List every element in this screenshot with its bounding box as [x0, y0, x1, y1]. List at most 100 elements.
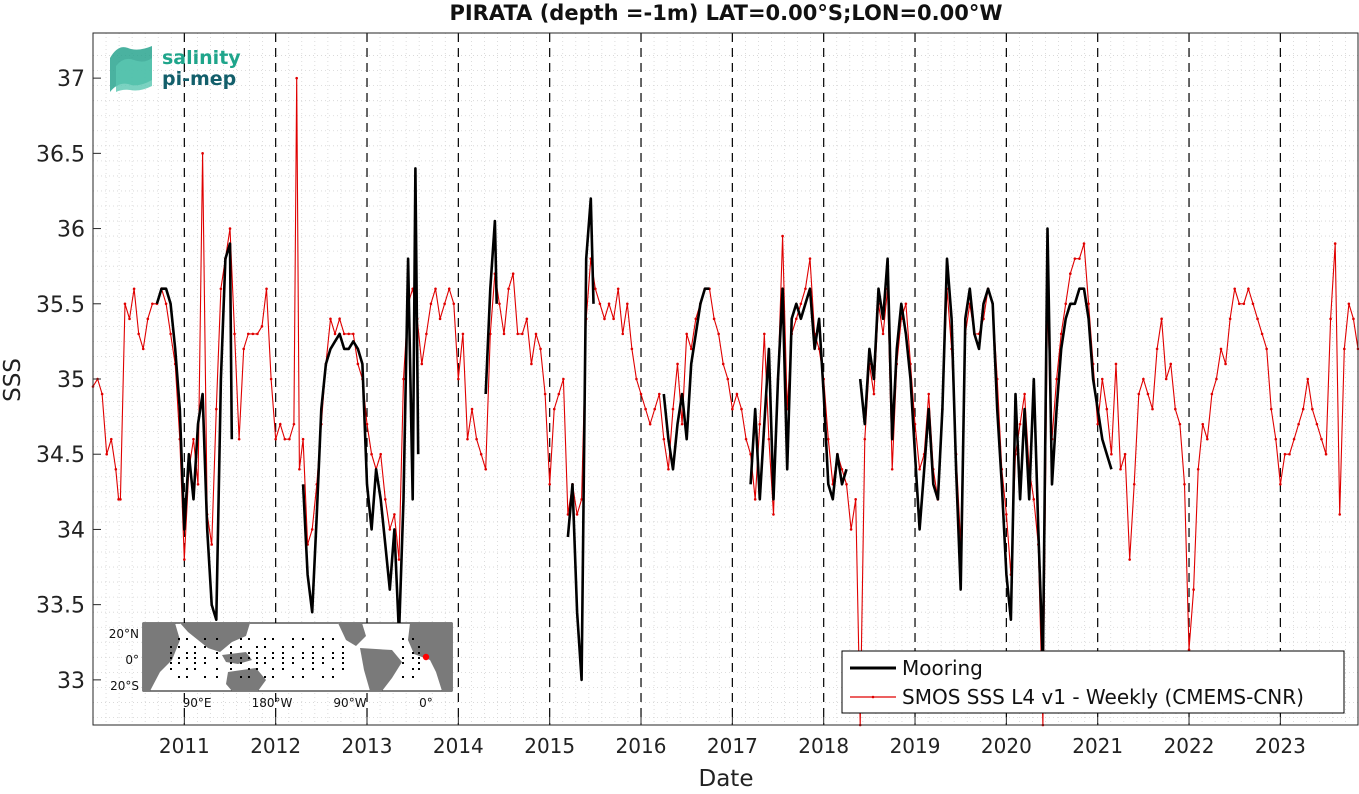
inset-lon-label-90e: 90°E: [183, 696, 212, 710]
smos-data-point: [717, 332, 720, 336]
smos-data-point: [1215, 377, 1218, 381]
smos-data-point: [1242, 302, 1246, 306]
smos-data-point: [1347, 302, 1351, 306]
smos-data-point: [598, 302, 602, 306]
smos-data-point: [1100, 377, 1104, 381]
smos-data-point: [1288, 452, 1291, 456]
smos-data-point: [114, 467, 118, 471]
inset-mooring-dot: [240, 662, 242, 664]
smos-data-point: [265, 287, 268, 291]
smos-data-point: [1306, 377, 1310, 381]
inset-mooring-dot: [412, 657, 414, 659]
inset-map-south-america: [360, 648, 402, 691]
smos-data-point: [233, 332, 236, 336]
smos-data-point: [1315, 422, 1319, 426]
smos-data-point: [689, 347, 693, 351]
smos-data-point: [164, 302, 168, 306]
x-tick-label: 2016: [616, 734, 667, 758]
smos-data-point: [1151, 407, 1154, 411]
inset-lat-label-0: 0°: [125, 653, 139, 667]
smos-data-point: [489, 332, 492, 336]
mooring-series-segment: [749, 287, 848, 501]
inset-mooring-dot: [230, 652, 232, 654]
inset-mooring-dot: [186, 676, 188, 678]
smos-data-point: [397, 558, 401, 561]
x-tick-label: 2018: [798, 734, 849, 758]
mooring-series-segment: [566, 197, 595, 682]
inset-mooring-dot: [332, 668, 334, 670]
smos-data-point: [1352, 317, 1355, 321]
smos-data-point: [219, 287, 223, 291]
smos-data-point: [758, 422, 762, 426]
smos-data-point: [721, 362, 725, 366]
smos-data-point: [242, 347, 246, 351]
inset-map-australia: [226, 668, 266, 691]
smos-data-point: [1247, 287, 1250, 291]
mooring-series-segment: [301, 167, 420, 637]
smos-data-point: [863, 437, 867, 441]
inset-lon-label-0: 0°: [419, 696, 433, 710]
smos-data-point: [1269, 407, 1273, 411]
inset-mooring-dot: [418, 652, 420, 654]
inset-mooring-dot: [264, 638, 266, 640]
smos-data-point: [237, 437, 241, 441]
inset-mooring-dot: [332, 652, 334, 654]
inset-mooring-dot: [170, 657, 172, 659]
smos-data-point: [667, 467, 670, 471]
smos-data-point: [425, 332, 428, 336]
smos-data-point: [438, 317, 442, 321]
smos-data-point: [1146, 392, 1150, 396]
smos-data-point: [215, 407, 218, 411]
inset-mooring-dot: [256, 646, 258, 648]
smos-data-point: [1059, 332, 1063, 336]
smos-data-point: [383, 498, 387, 501]
inset-mooring-dot: [178, 646, 180, 648]
smos-data-point: [635, 377, 638, 381]
smos-data-point: [1265, 347, 1268, 351]
inset-mooring-dot: [186, 657, 188, 659]
smos-data-point: [146, 317, 150, 321]
smos-data-point: [420, 362, 424, 366]
inset-map-asia: [180, 623, 250, 652]
smos-data-point: [1324, 452, 1328, 456]
inset-mooring-dot: [312, 668, 314, 670]
inset-mooring-dot: [256, 652, 258, 654]
smos-data-point: [662, 437, 666, 441]
y-tick-label: 37: [57, 67, 85, 92]
smos-data-point: [525, 317, 529, 321]
smos-data-point: [849, 528, 853, 531]
smos-data-point: [772, 513, 775, 516]
inset-map-selected-location: [422, 653, 430, 661]
inset-mooring-dot: [256, 662, 258, 664]
inset-mooring-dot: [272, 652, 274, 654]
smos-data-point: [1219, 347, 1223, 351]
smos-data-point: [1110, 452, 1113, 456]
smos-data-point: [347, 332, 351, 336]
smos-data-point: [648, 422, 652, 426]
y-tick-label: 33: [57, 669, 85, 694]
inset-mooring-dot: [292, 638, 294, 640]
smos-data-point: [735, 392, 739, 396]
inset-mooring-dot: [282, 662, 284, 664]
y-tick-label: 33.5: [36, 594, 85, 619]
smos-data-point: [295, 76, 298, 80]
smos-data-point: [694, 317, 698, 321]
smos-data-point: [443, 302, 446, 306]
smos-data-point: [534, 332, 538, 336]
inset-lat-label-20n: 20°N: [109, 627, 139, 641]
x-tick-label: 2015: [524, 734, 575, 758]
inset-mooring-dot: [186, 638, 188, 640]
inset-mooring-dot: [292, 646, 294, 648]
inset-mooring-dot: [402, 638, 404, 640]
inset-mooring-dot: [178, 662, 180, 664]
smos-data-point: [269, 377, 273, 381]
smos-data-point: [918, 467, 921, 471]
x-tick-label: 2020: [981, 734, 1032, 758]
inset-mooring-dot: [282, 657, 284, 659]
smos-data-point: [141, 347, 145, 351]
plot-background: [93, 33, 1358, 725]
smos-data-point: [539, 347, 542, 351]
smos-data-point: [594, 287, 597, 291]
x-tick-label: 2011: [159, 734, 210, 758]
